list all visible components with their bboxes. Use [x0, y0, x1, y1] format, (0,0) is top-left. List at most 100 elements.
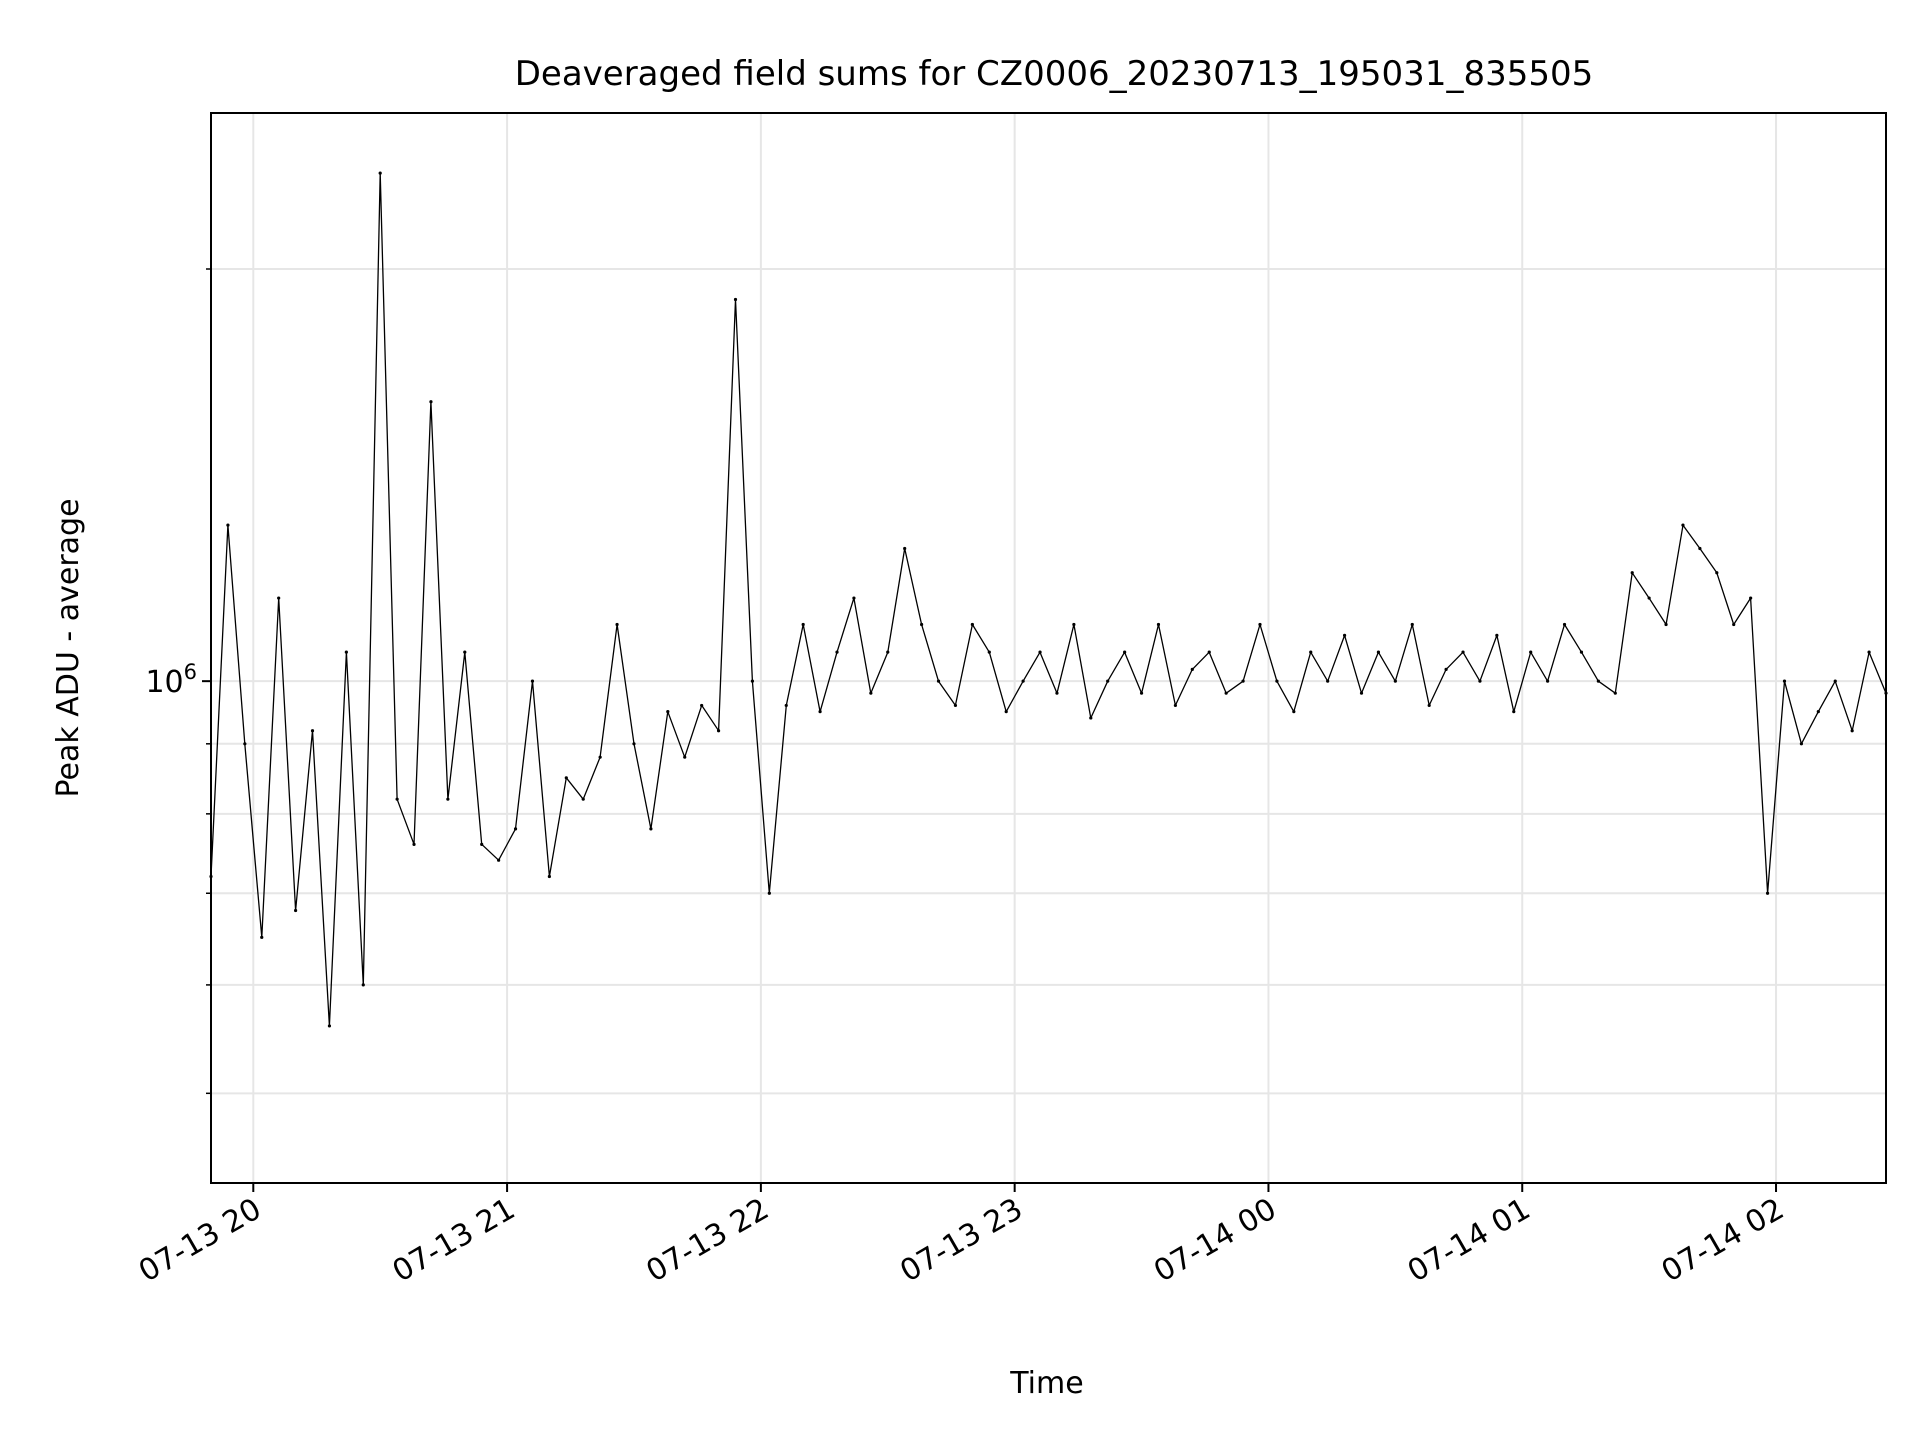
data-point — [1613, 691, 1617, 695]
data-point — [497, 858, 501, 862]
data-point — [1867, 650, 1871, 654]
data-point — [547, 874, 551, 879]
data-point — [1326, 679, 1330, 683]
data-point — [260, 935, 264, 939]
x-gridlines — [252, 113, 1778, 1183]
data-point — [1461, 650, 1465, 654]
data-point — [1156, 622, 1161, 627]
data-point — [1410, 622, 1414, 627]
y-tick-label: 106 — [145, 660, 197, 700]
y-axis-label: Peak ADU - average — [51, 498, 86, 797]
data-point — [429, 400, 433, 404]
data-point — [1816, 710, 1820, 714]
data-point — [581, 797, 585, 801]
data-point — [700, 703, 704, 708]
data-point — [1275, 679, 1279, 683]
chart-title: Deaveraged field sums for CZ0006_2023071… — [515, 54, 1594, 94]
data-point — [987, 650, 991, 654]
data-point — [1647, 596, 1651, 600]
data-point — [1207, 650, 1211, 654]
data-point — [1038, 650, 1042, 654]
data-point — [361, 983, 365, 987]
series-line — [210, 172, 1887, 1027]
data-point — [1833, 679, 1837, 683]
data-point — [463, 650, 467, 654]
data-point — [344, 650, 348, 654]
x-axis-label: Time — [1009, 1366, 1083, 1401]
data-point — [1190, 667, 1194, 671]
data-point — [1241, 679, 1245, 683]
data-point — [1782, 679, 1787, 683]
data-point — [530, 679, 535, 683]
data-point — [953, 703, 958, 708]
data-point — [293, 908, 298, 913]
data-point — [666, 710, 670, 714]
data-point — [1715, 571, 1719, 575]
data-point — [683, 755, 687, 759]
data-point — [784, 703, 788, 708]
data-point — [1512, 710, 1516, 714]
data-point — [310, 729, 315, 733]
data-point — [1342, 633, 1347, 637]
data-point — [1021, 679, 1025, 683]
data-point — [970, 622, 974, 627]
data-point — [1850, 729, 1854, 733]
data-point — [1376, 650, 1381, 654]
data-point — [412, 842, 416, 846]
data-point — [818, 710, 822, 714]
data-point — [395, 797, 399, 801]
data-point — [1732, 622, 1736, 627]
series-layer — [209, 171, 1888, 1028]
data-point — [1664, 622, 1668, 627]
data-point — [1309, 650, 1313, 654]
data-point — [1393, 679, 1397, 683]
data-point — [1123, 650, 1127, 654]
data-point — [767, 891, 771, 895]
data-point — [920, 622, 924, 627]
data-point — [1106, 679, 1110, 683]
data-point — [480, 842, 484, 846]
data-point — [1698, 546, 1702, 551]
plot-frame — [210, 112, 1887, 1184]
data-point — [1749, 596, 1753, 600]
data-point — [327, 1024, 332, 1028]
data-point — [226, 523, 230, 527]
data-point — [1089, 716, 1093, 720]
data-point — [1258, 622, 1262, 627]
data-point — [750, 679, 755, 683]
data-point — [936, 679, 941, 683]
data-point — [378, 171, 382, 175]
data-point — [446, 797, 450, 801]
data-point — [1004, 710, 1008, 714]
data-point — [1292, 710, 1296, 714]
data-point — [632, 742, 636, 746]
data-point — [1681, 523, 1685, 527]
data-point — [1139, 691, 1144, 695]
y-gridlines — [211, 268, 1886, 1095]
data-point — [1478, 679, 1482, 683]
data-point — [277, 596, 281, 600]
data-point — [1765, 891, 1770, 895]
data-point — [1224, 691, 1228, 695]
data-point — [1055, 691, 1059, 695]
y-axis: 106 — [145, 268, 211, 1095]
data-point — [1799, 742, 1804, 746]
data-point — [243, 742, 247, 746]
data-point — [903, 546, 907, 551]
data-point — [1579, 650, 1584, 654]
data-point — [649, 827, 653, 831]
data-point — [733, 297, 738, 302]
data-point — [835, 650, 839, 654]
data-point — [716, 729, 721, 733]
data-point — [1630, 571, 1634, 575]
data-point — [1562, 622, 1567, 627]
data-point — [1444, 667, 1448, 671]
data-point — [564, 776, 568, 780]
data-point — [1546, 679, 1550, 683]
data-point — [1495, 633, 1499, 637]
data-point — [852, 596, 856, 600]
data-point — [1596, 679, 1600, 683]
data-point — [869, 691, 873, 695]
data-point — [513, 827, 518, 831]
